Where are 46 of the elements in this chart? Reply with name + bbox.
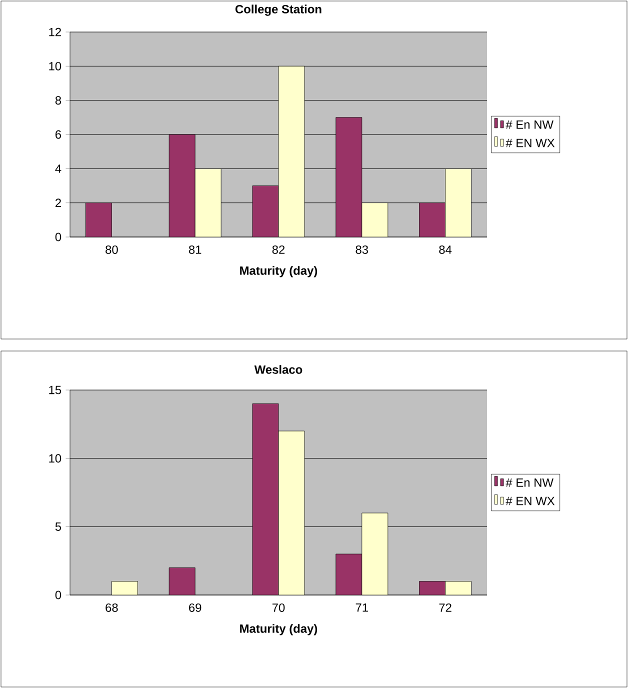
bar <box>252 186 279 238</box>
chart-title: College Station <box>235 4 322 16</box>
bar <box>168 134 196 238</box>
bar <box>362 202 388 238</box>
y-tick-label: 0 <box>55 590 62 600</box>
y-tick-label: 8 <box>55 96 62 105</box>
y-tick-label: 15 <box>49 386 62 394</box>
bar <box>419 581 446 596</box>
legend-label: # En NW <box>506 478 554 487</box>
x-axis-title: Maturity (day) <box>240 624 318 636</box>
y-tick-label: 0 <box>55 232 62 242</box>
x-tick-label: 69 <box>189 603 202 612</box>
x-tick-label: 80 <box>106 245 118 254</box>
bar <box>278 430 305 596</box>
x-tick-label: 71 <box>356 603 368 612</box>
x-tick-label: 70 <box>272 603 285 612</box>
chart-title: Weslaco <box>254 365 302 374</box>
bar <box>336 117 362 238</box>
legend-label: # EN WX <box>506 496 555 506</box>
bar <box>168 567 196 596</box>
bar <box>252 403 279 596</box>
bar <box>419 202 446 238</box>
y-tick-label: 4 <box>55 164 62 173</box>
bar <box>445 168 472 238</box>
y-tick-label: 10 <box>49 62 62 70</box>
bar <box>336 554 362 596</box>
x-tick-label: 82 <box>272 245 285 254</box>
x-tick-label: 81 <box>188 245 202 254</box>
bar <box>194 168 222 238</box>
y-tick-label: 2 <box>56 198 61 208</box>
x-tick-label: 68 <box>106 603 118 612</box>
bar <box>362 512 388 596</box>
y-tick-label: 5 <box>55 522 62 531</box>
x-tick-label: 84 <box>439 245 452 254</box>
y-tick-label: 10 <box>49 454 62 463</box>
legend-label: # EN WX <box>506 138 555 148</box>
bar <box>112 581 138 596</box>
bar <box>86 202 112 238</box>
x-tick-label: 83 <box>356 245 368 254</box>
legend-label: # En NW <box>506 120 554 129</box>
bar <box>278 66 305 238</box>
y-tick-label: 12 <box>49 28 61 36</box>
x-axis-title: Maturity (day) <box>240 266 318 278</box>
x-tick-label: 72 <box>439 603 452 612</box>
bar <box>445 581 472 596</box>
y-tick-label: 6 <box>56 130 62 139</box>
